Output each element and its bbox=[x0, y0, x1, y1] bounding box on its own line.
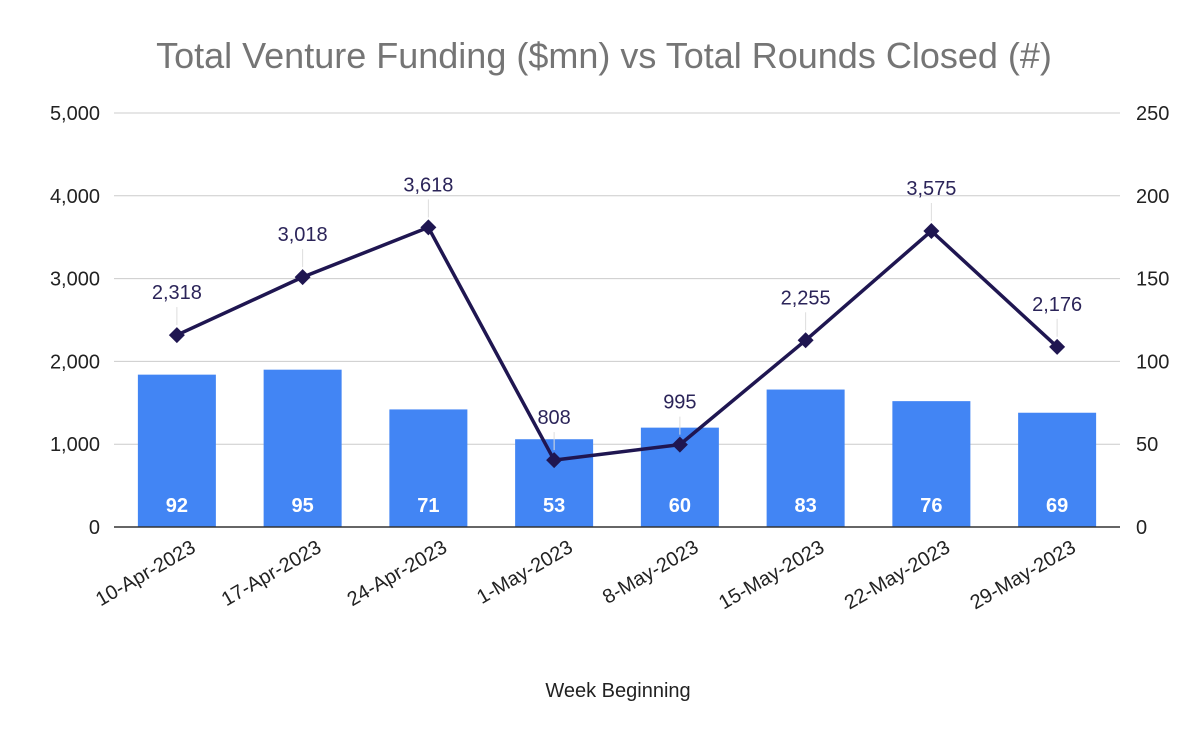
x-tick-label: 10-Apr-2023 bbox=[92, 536, 199, 611]
bar-data-label: 92 bbox=[166, 495, 188, 517]
line-series: 2,318 3,018 3,618 808 995 2,255 3,575 2,176 bbox=[152, 174, 1082, 469]
line-data-label: 3,018 bbox=[278, 224, 328, 246]
y-axis-left: 0 1,000 2,000 3,000 4,000 5,000 bbox=[50, 103, 100, 539]
bar bbox=[892, 401, 971, 527]
x-tick-label: 29-May-2023 bbox=[967, 536, 1080, 614]
y-right-tick-label: 0 bbox=[1136, 517, 1147, 539]
y-right-tick-label: 250 bbox=[1136, 103, 1169, 125]
bar bbox=[389, 409, 468, 527]
bar bbox=[263, 369, 342, 527]
line-point bbox=[294, 269, 311, 286]
line-data-label: 2,255 bbox=[781, 287, 831, 309]
line-point bbox=[797, 332, 814, 349]
bar bbox=[766, 389, 845, 527]
chart-title: Total Venture Funding ($mn) vs Total Rou… bbox=[156, 35, 1052, 76]
x-tick-label: 22-May-2023 bbox=[841, 536, 954, 614]
bar bbox=[1018, 412, 1097, 527]
line-data-label: 2,176 bbox=[1032, 294, 1082, 316]
x-tick-label: 8-May-2023 bbox=[599, 536, 702, 608]
bar-data-label: 69 bbox=[1046, 495, 1068, 517]
bar-data-label: 95 bbox=[292, 495, 314, 517]
y-left-tick-label: 1,000 bbox=[50, 434, 100, 456]
line-data-label: 3,575 bbox=[906, 178, 956, 200]
line-data-label: 995 bbox=[663, 392, 696, 414]
y-left-tick-label: 2,000 bbox=[50, 351, 100, 373]
line-data-label: 808 bbox=[537, 407, 570, 429]
line-point bbox=[1049, 338, 1066, 355]
y-axis-right: 0 50 100 150 200 250 bbox=[1136, 103, 1169, 539]
y-left-tick-label: 3,000 bbox=[50, 269, 100, 291]
y-left-tick-label: 0 bbox=[89, 517, 100, 539]
x-tick-label: 15-May-2023 bbox=[715, 536, 828, 614]
line-data-label: 2,318 bbox=[152, 282, 202, 304]
bar-data-label: 76 bbox=[920, 495, 942, 517]
x-tick-label: 24-Apr-2023 bbox=[344, 536, 451, 611]
line-point bbox=[923, 222, 940, 239]
bar-data-label: 53 bbox=[543, 495, 565, 517]
bar-series: 92 95 71 53 60 83 76 69 bbox=[137, 369, 1097, 527]
line-point bbox=[168, 327, 185, 344]
bar-data-label: 60 bbox=[669, 495, 691, 517]
x-axis-title: Week Beginning bbox=[545, 680, 690, 702]
y-left-tick-label: 5,000 bbox=[50, 103, 100, 125]
line-point bbox=[546, 452, 563, 469]
y-left-tick-label: 4,000 bbox=[50, 186, 100, 208]
y-right-tick-label: 200 bbox=[1136, 186, 1169, 208]
x-axis: 10-Apr-2023 17-Apr-2023 24-Apr-2023 1-May-2… bbox=[92, 526, 1120, 614]
y-right-tick-label: 50 bbox=[1136, 434, 1158, 456]
x-tick-label: 1-May-2023 bbox=[473, 536, 576, 608]
y-right-tick-label: 150 bbox=[1136, 269, 1169, 291]
line-data-label: 3,618 bbox=[403, 174, 453, 196]
bar bbox=[137, 374, 216, 527]
bar-data-label: 71 bbox=[417, 495, 439, 517]
bar-data-label: 83 bbox=[795, 495, 817, 517]
line-point bbox=[671, 436, 688, 453]
line-point bbox=[420, 219, 437, 236]
y-right-tick-label: 100 bbox=[1136, 351, 1169, 373]
series-line bbox=[176, 225, 1059, 462]
x-tick-label: 17-Apr-2023 bbox=[218, 536, 325, 611]
